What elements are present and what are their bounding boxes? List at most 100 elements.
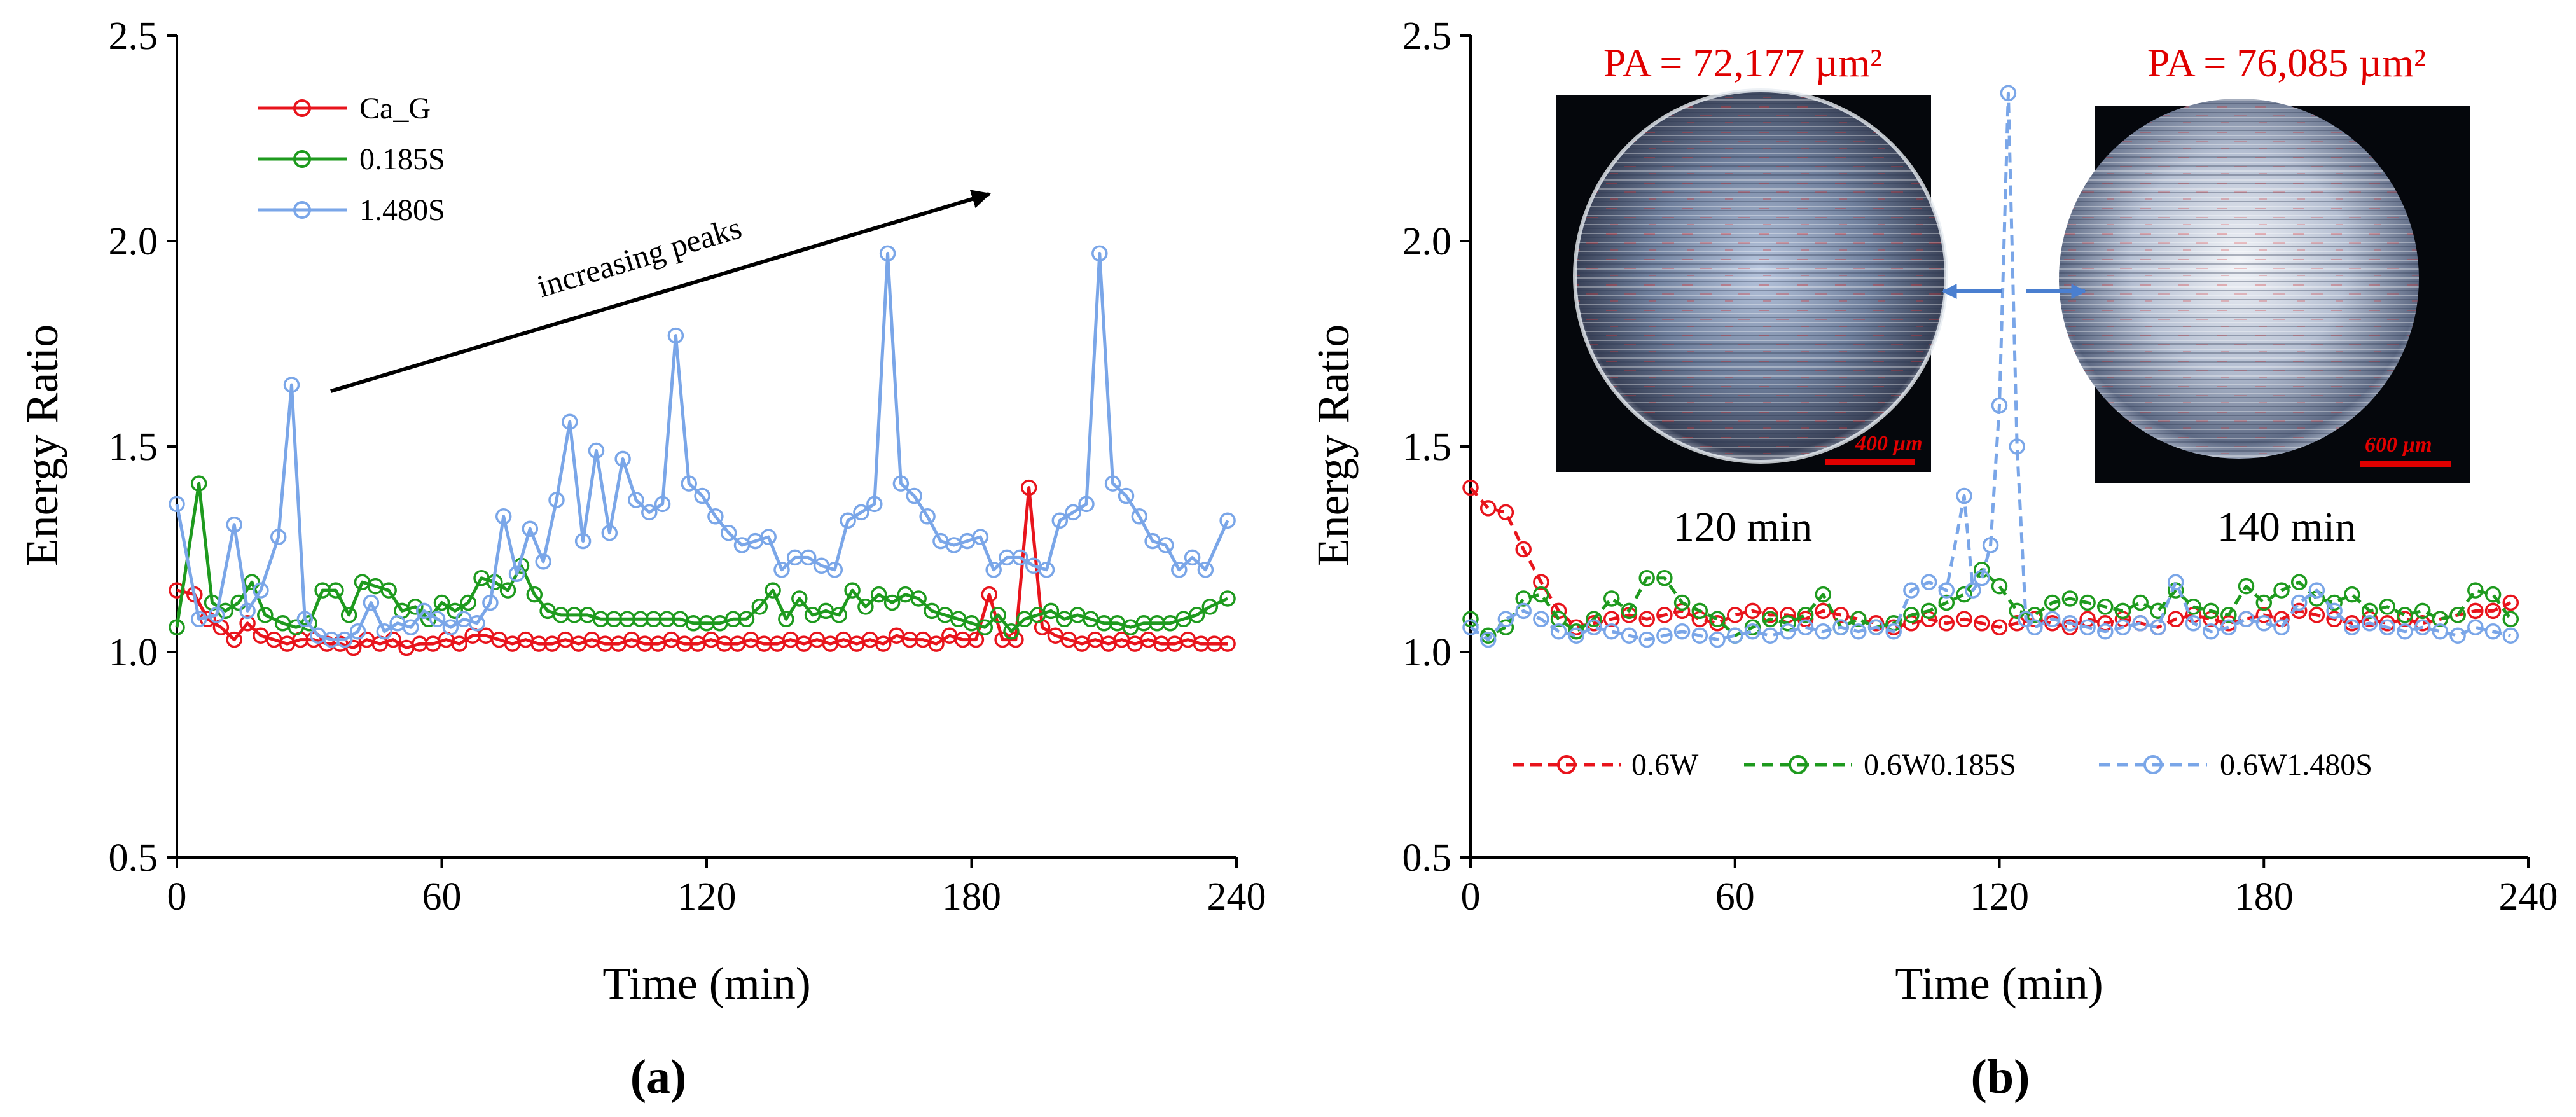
point-1-480s-75 [1184, 549, 1201, 566]
point-0-6w-1 [1479, 500, 1497, 517]
point-0-6w1-480s-24 [1885, 623, 1902, 640]
point-0-6w1-480s-58 [2414, 619, 2431, 635]
point-1-480s-60 [985, 562, 1002, 578]
legend-label-0-6w: 0.6W [1631, 748, 1699, 782]
point-0-6w0-185s-38 [2132, 594, 2149, 611]
scale-bar-600 [2360, 461, 2451, 467]
y-axis-title-b: Energy Ratio [1308, 324, 1359, 567]
x-tick-label-b-0: 0 [1461, 875, 1481, 919]
point-0-6w0-185s-4 [1533, 586, 1549, 603]
y-tick-label-b-4: 2.5 [1402, 15, 1452, 58]
point-0-185s-42 [738, 611, 755, 628]
point-0-185s-44 [765, 582, 781, 599]
point-1-480s-62 [1012, 549, 1028, 566]
legend-marker-0-6w1480s [2143, 755, 2163, 774]
point-0-6w1-480s-9 [1621, 627, 1638, 644]
point-1-480s-25 [522, 520, 539, 537]
point-0-6w-57 [2467, 602, 2484, 620]
point-0-6w0-185s-30 [1991, 578, 2008, 595]
point-0-6w1-480s-54 [2344, 619, 2360, 635]
point-0-185s-52 [870, 586, 887, 603]
point-1-480s-37 [681, 475, 697, 492]
series-line-1-480s [175, 251, 1229, 642]
point-1-480s-52 [879, 245, 896, 262]
point-0-6w0-185s-27 [1938, 594, 1955, 611]
point-1-480s-35 [654, 496, 671, 513]
point-0-6w-0 [1462, 479, 1479, 496]
inset-micrograph-120min: 400 µm [1556, 88, 1948, 472]
x-tick-label-a-1: 60 [422, 875, 462, 919]
point-1-480s-43 [760, 529, 777, 545]
point-1-480s-6 [270, 529, 287, 545]
point-0-6w1-480s-56 [2379, 619, 2396, 635]
point-0-6w1-480s-41 [2114, 619, 2131, 635]
legend-label-0-6w1480s: 0.6W1.480S [2220, 748, 2372, 782]
y-tick-label-b-1: 1.0 [1402, 631, 1452, 674]
point-0-6w-29 [1974, 615, 1990, 632]
point-0-185s-21 [460, 594, 476, 611]
legend-b: 0.6W 0.6W0.185S 0.6W1.480S [1513, 748, 2372, 782]
point-0-6w1-480s-47 [2220, 619, 2237, 635]
point-0-6w1-480s-25 [1903, 582, 1920, 599]
point-0-6w-21 [1832, 607, 1849, 623]
x-tick-label-b-3: 180 [2234, 875, 2294, 919]
series-line-0-185s [175, 482, 1229, 634]
point-0-6w1-480s-21 [1832, 619, 1849, 635]
point-1-480s-40 [720, 524, 737, 541]
point-0-6w0-185s-18 [1780, 615, 1796, 632]
point-0-6w1-480s-28 [1956, 487, 1972, 504]
point-0-6w1-480s-60 [2449, 627, 2466, 644]
x-tick-label-b-4: 240 [2499, 875, 2558, 919]
point-0-6w-3 [1515, 541, 1532, 558]
point-1-480s-11 [336, 631, 353, 648]
point-1-480s-34 [641, 504, 658, 521]
scale-label-600: 600 µm [2365, 433, 2432, 457]
point-1-480s-77 [1219, 512, 1236, 529]
point-0-6w1-480s-19 [1797, 619, 1814, 635]
point-0-6w0-185s-0 [1462, 611, 1479, 628]
point-0-6w1-480s-23 [1867, 619, 1885, 635]
point-0-6w0-185s-10 [1638, 569, 1655, 586]
point-0-6w-16 [1744, 602, 1761, 620]
point-1-480s-36 [667, 327, 684, 344]
point-1-480s-53 [892, 475, 910, 492]
point-0-6w0-185s-26 [1920, 602, 1937, 620]
point-0-6w1-480s-0 [1462, 619, 1479, 635]
point-0-6w1-480s-6 [1568, 627, 1585, 644]
point-ca-g-57 [928, 635, 945, 652]
point-0-6w1-480s-38 [2061, 615, 2079, 632]
point-0-6w-28 [1956, 611, 1972, 628]
point-0-6w1-480s-5 [1550, 623, 1567, 640]
point-0-6w-15 [1727, 607, 1743, 623]
point-ca-g-63 [1008, 631, 1024, 648]
point-0-185s-11 [328, 582, 344, 599]
point-0-185s-19 [433, 594, 450, 611]
point-0-6w0-185s-58 [2484, 586, 2502, 603]
point-1-480s-0 [169, 496, 185, 513]
point-0-6w0-185s-55 [2432, 611, 2449, 628]
point-0-6w1-480s-61 [2467, 619, 2484, 635]
point-1-480s-23 [495, 508, 512, 525]
point-1-480s-2 [208, 607, 225, 623]
point-1-480s-18 [429, 611, 446, 628]
point-ca-g-61 [981, 586, 998, 603]
point-0-6w1-480s-36 [2026, 619, 2043, 635]
point-0-6w-31 [2009, 615, 2025, 632]
point-0-6w-20 [1815, 602, 1832, 620]
point-0-6w0-185s-37 [2114, 602, 2131, 620]
legend-marker-0-6w [1557, 755, 1576, 774]
point-1-480s-39 [707, 508, 724, 525]
point-1-480s-12 [349, 623, 366, 640]
legend-marker-1480s [293, 201, 311, 219]
legend-a: Ca_G 0.185S 1.480S [258, 92, 445, 227]
point-0-6w-2 [1497, 504, 1514, 521]
point-0-6w0-185s-39 [2150, 602, 2166, 620]
point-0-6w1-480s-15 [1727, 627, 1743, 644]
x-axis-title-a: Time (min) [602, 958, 810, 1009]
y-tick-label-a-0: 0.5 [109, 836, 158, 880]
pa-label-120: PA = 72,177 µm² [1603, 40, 1882, 85]
point-0-6w1-480s-45 [2185, 615, 2202, 632]
point-0-6w1-480s-13 [1691, 627, 1708, 644]
point-0-6w-48 [2308, 607, 2325, 623]
point-0-6w1-480s-35 [2018, 611, 2034, 628]
